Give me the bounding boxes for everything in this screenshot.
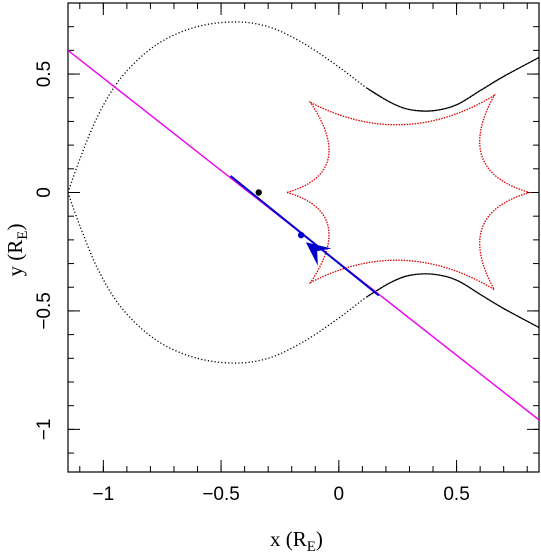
y-tick-label: −1 [34,419,55,441]
critical-curve-upper-solid [366,56,539,112]
y-tick-label: 0.5 [34,61,55,87]
observed-segment [229,175,380,297]
critical-curve-upper [68,21,539,193]
y-tick-label: 0 [34,187,55,198]
tick-labels: −1 −0.5 0 0.5 0.5 0 −0.5 −1 [34,61,470,505]
y-tick-label: −0.5 [34,292,55,330]
caustic-curve [286,93,532,292]
critical-curve-lower-solid [366,273,539,329]
x-tick-label: 0 [334,484,345,505]
critical-curve-lower [68,192,539,364]
direction-arrow [305,242,332,266]
plot-frame [67,2,540,473]
x-tick-label: −1 [92,484,114,505]
lens-mass-point [255,189,262,196]
x-tick-label: 0.5 [443,484,469,505]
plot-series [68,21,539,421]
y-axis-label: y (RE) [3,224,31,277]
x-axis-label: x (RE) [270,527,323,555]
axis-ticks [68,3,539,472]
x-tick-label: −0.5 [202,484,240,505]
source-position-point [297,231,305,239]
